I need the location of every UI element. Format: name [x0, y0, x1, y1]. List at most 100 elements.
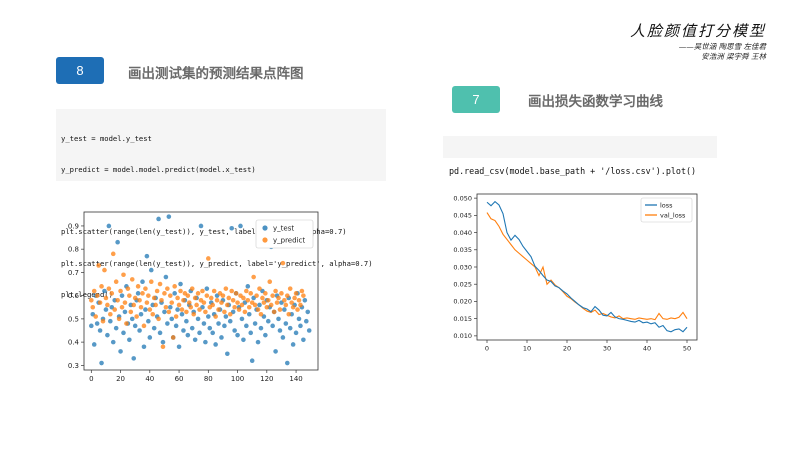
y_test-point [151, 325, 157, 331]
y_predict-point [125, 286, 131, 291]
y_test-point [223, 314, 229, 319]
legend-marker [262, 225, 268, 231]
y_predict-point [226, 295, 232, 301]
y_test-point [280, 335, 286, 340]
y_predict-point [115, 297, 120, 303]
y_predict-point [170, 335, 176, 340]
y_predict-point [89, 297, 94, 303]
y_test-point [127, 337, 132, 343]
y_predict-point [128, 309, 134, 315]
y_predict-point [106, 286, 112, 291]
y_predict-point [270, 293, 275, 298]
y_predict-point [109, 291, 115, 296]
y_predict-point [279, 291, 284, 296]
y_test-point [304, 318, 309, 324]
y-tick-label: 0.015 [453, 315, 472, 323]
y_predict-point [91, 288, 97, 294]
y_predict-point [187, 300, 192, 305]
y_predict-point [121, 272, 126, 278]
y_predict-point [134, 314, 139, 319]
y_predict-point [235, 300, 240, 305]
y_predict-point [255, 307, 261, 312]
y_test-point [141, 344, 147, 350]
y_predict-point [175, 295, 180, 301]
y_predict-point [146, 293, 151, 298]
x-tick-label: 140 [289, 375, 302, 383]
y_test-point [238, 223, 243, 229]
y_predict-point [264, 304, 270, 310]
y_predict-point [251, 274, 256, 280]
y_test-point [206, 314, 211, 319]
y_test-point [157, 330, 163, 336]
y_test-point [296, 316, 302, 322]
y_predict-point [213, 314, 218, 319]
y_test-point [293, 330, 299, 336]
y_predict-point [195, 291, 201, 296]
y_predict-point [211, 288, 217, 294]
x-tick-label: 30 [603, 345, 611, 353]
y_test-point [147, 335, 153, 340]
y_test-point [282, 307, 287, 312]
y_predict-point [204, 293, 210, 298]
section-number-badge-7: 7 [452, 86, 500, 113]
y_test-point [232, 328, 237, 333]
y_predict-point [147, 307, 153, 312]
y_test-point [99, 360, 104, 366]
y_predict-point [112, 307, 118, 312]
y_test-point [115, 239, 120, 245]
y_predict-point [232, 304, 237, 310]
y_test-point [132, 323, 138, 329]
y_predict-point [153, 302, 158, 308]
legend-label: loss [660, 201, 673, 209]
y-tick-label: 0.3 [68, 362, 79, 370]
y_test-point [163, 274, 169, 280]
y_test-point [119, 293, 125, 298]
y_predict-point [90, 304, 96, 310]
plot-frame [83, 211, 319, 371]
y_predict-point [194, 302, 199, 308]
y_predict-point [157, 281, 163, 287]
x-tick-label: 40 [643, 345, 651, 353]
y_test-point [138, 311, 144, 317]
y_test-point [258, 325, 264, 331]
y_test-point [129, 316, 135, 322]
x-tick-label: 0 [89, 375, 93, 383]
legend-label: y_test [273, 225, 294, 233]
y_predict-point [293, 291, 299, 296]
y-tick-label: 0.6 [68, 292, 80, 300]
y_test-point [178, 281, 183, 287]
y_predict-point [298, 302, 303, 308]
y-tick-label: 0.035 [453, 246, 472, 254]
y_test-point [239, 316, 245, 322]
y_predict-point [201, 300, 207, 305]
y_test-point [121, 330, 126, 336]
y_predict-point [181, 297, 186, 303]
x-tick-label: 60 [175, 375, 184, 383]
y_test-point [106, 223, 112, 229]
y_test-point [213, 342, 218, 347]
y_predict-point [169, 300, 175, 305]
y_predict-point [191, 311, 196, 317]
y_test-point [135, 291, 141, 296]
y_test-point [113, 325, 119, 331]
y_test-point [146, 318, 151, 324]
y_predict-point [160, 344, 166, 350]
y_test-point [165, 321, 170, 326]
y_predict-point [192, 295, 198, 301]
y_test-point [197, 330, 202, 336]
y_predict-point [241, 295, 246, 301]
y-tick-label: 0.020 [453, 298, 472, 306]
y_test-point [105, 332, 110, 338]
y_predict-point [184, 309, 189, 315]
y_predict-point [188, 304, 194, 310]
y_predict-point [135, 284, 141, 289]
y_test-point [207, 325, 213, 331]
y_predict-point [122, 300, 128, 305]
y_test-point [248, 330, 254, 336]
y-tick-label: 0.010 [453, 332, 472, 340]
y_test-point [143, 307, 148, 312]
y_test-point [144, 253, 150, 259]
y_test-point [195, 316, 201, 322]
brand-title: 人脸颜值打分模型 [629, 22, 766, 40]
y_predict-point [162, 291, 167, 296]
